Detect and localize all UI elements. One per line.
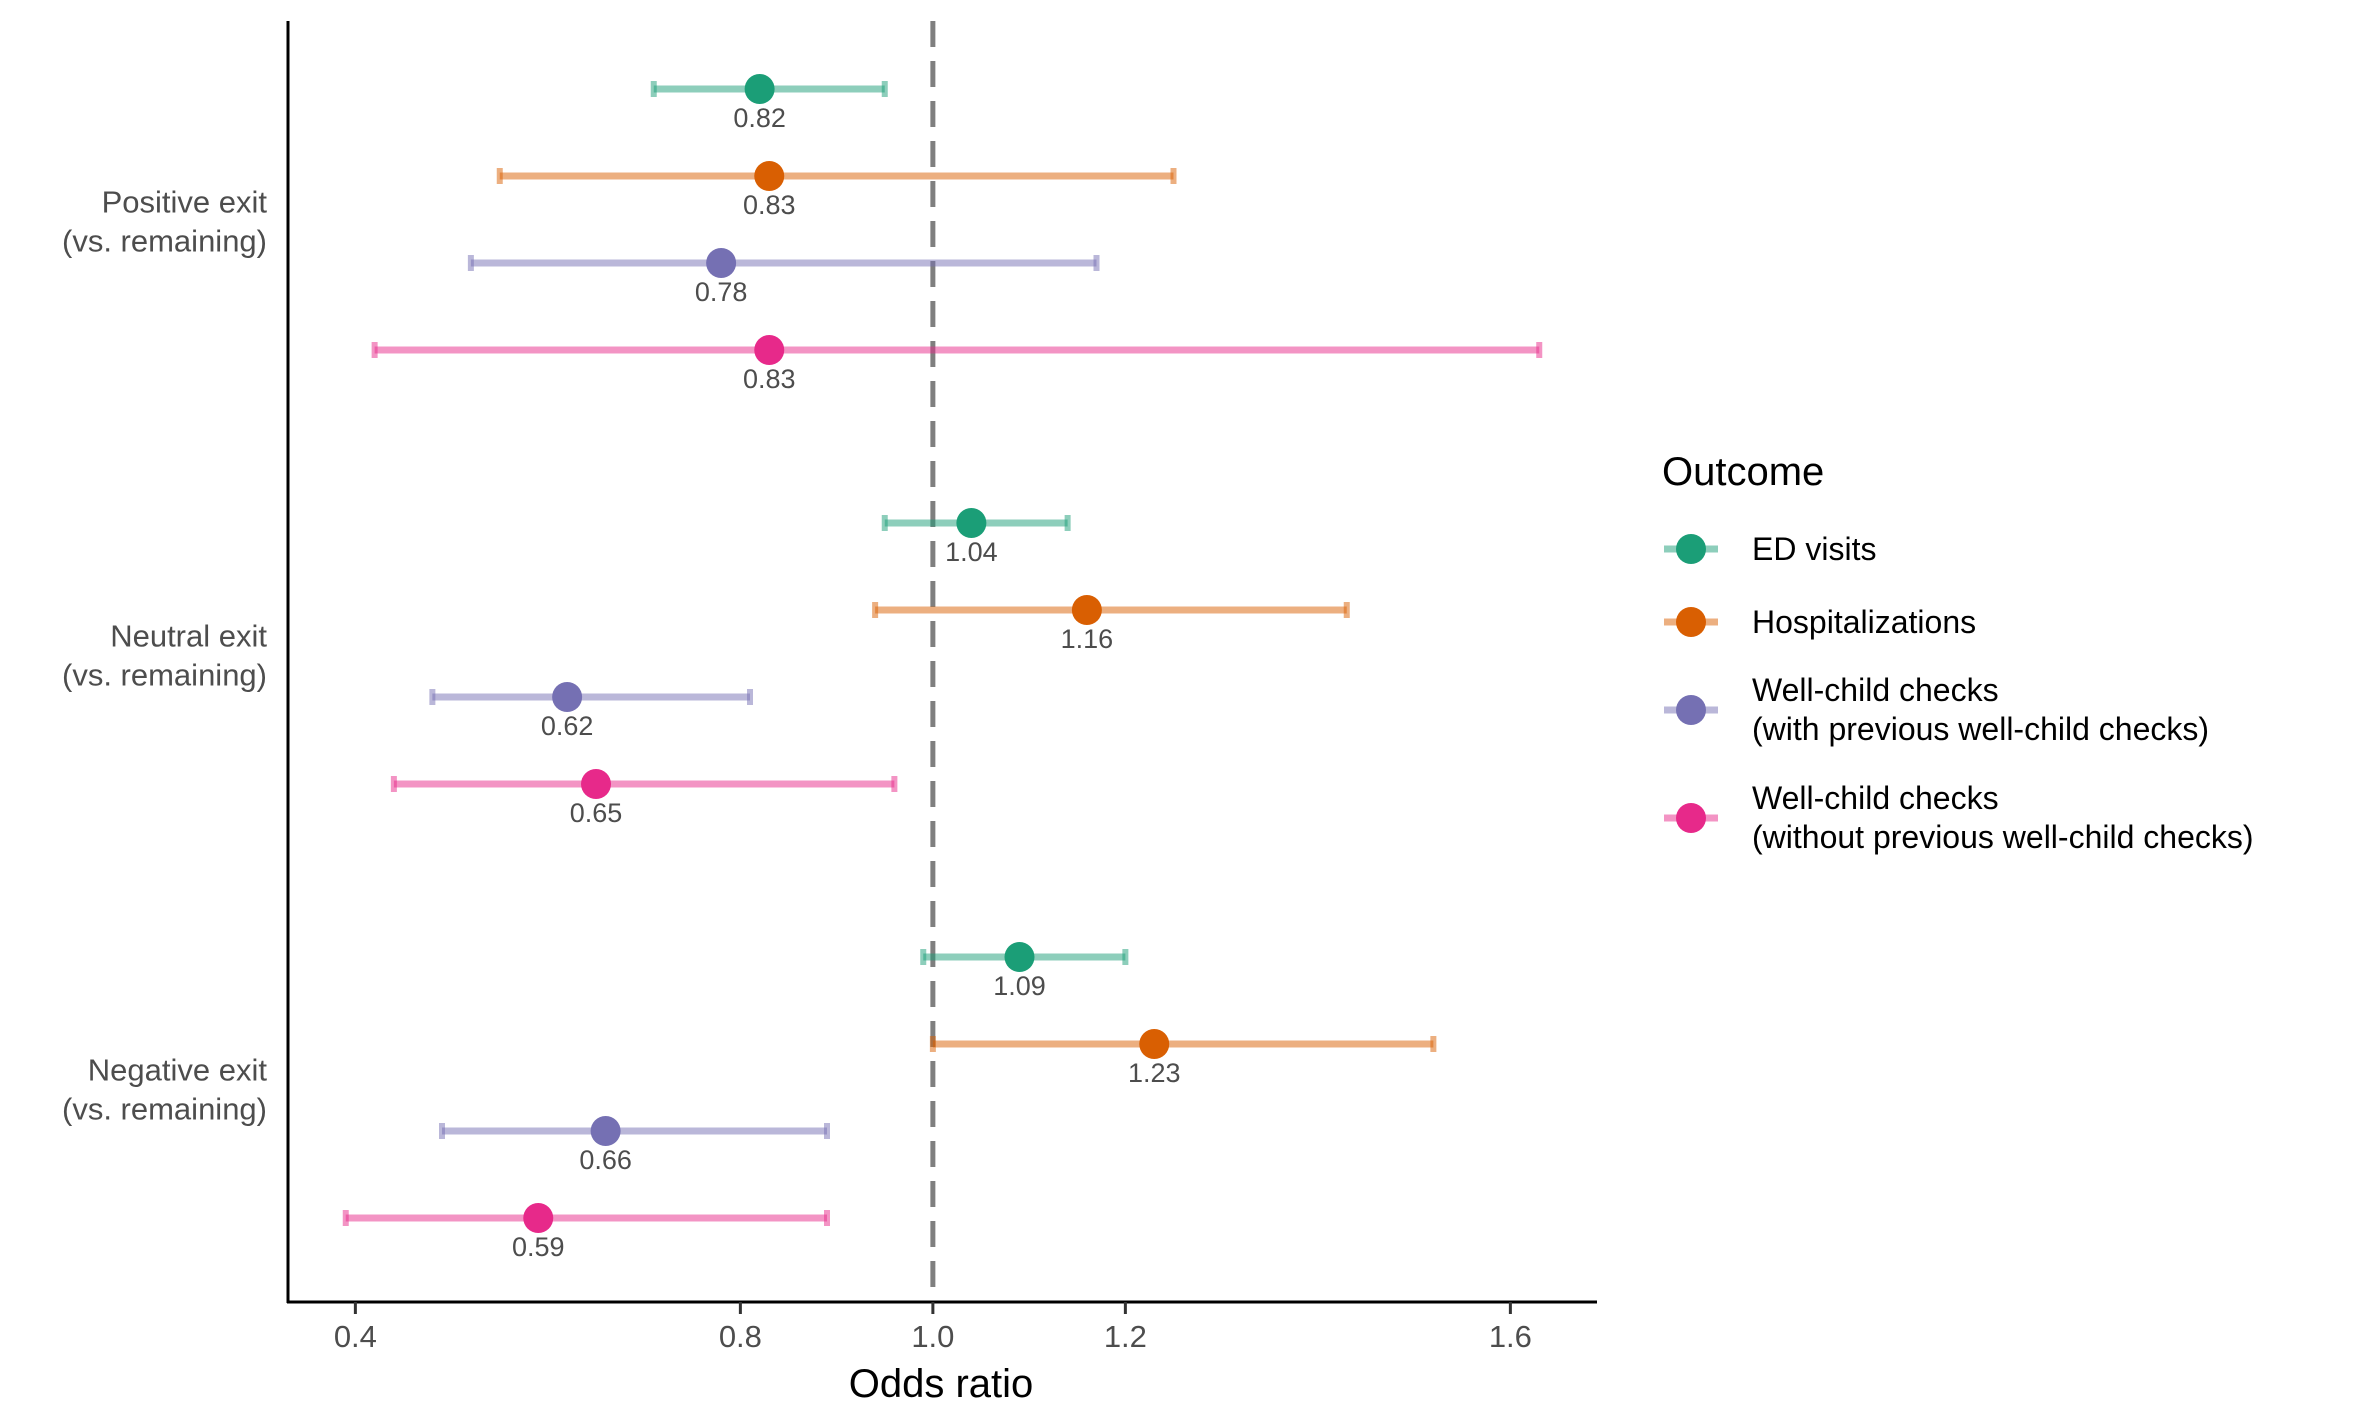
point-estimate (523, 1203, 554, 1233)
estimate-negative-exit-series-3: 0.66 (439, 1116, 830, 1175)
legend-key-point (1676, 607, 1706, 637)
group-label-line1: Positive exit (102, 185, 268, 220)
value-label: 1.04 (945, 537, 998, 567)
value-label: 0.66 (579, 1145, 632, 1175)
value-label: 1.09 (993, 971, 1046, 1001)
estimate-negative-exit-series-2: 1.23 (929, 1029, 1437, 1088)
group-label-line1: Neutral exit (110, 619, 267, 654)
group-label-line2: (vs. remaining) (62, 658, 267, 693)
x-tick-label: 1.2 (1104, 1319, 1147, 1354)
value-label: 0.62 (541, 711, 594, 741)
point-estimate (744, 74, 775, 104)
value-label: 0.78 (695, 277, 748, 307)
x-tick-label: 1.0 (911, 1319, 954, 1354)
legend-title: Outcome (1662, 450, 1824, 494)
estimate-negative-exit-series-1: 1.09 (920, 942, 1129, 1001)
point-estimate (754, 161, 785, 191)
legend-key-point (1676, 803, 1706, 833)
legend-item-1: ED visits (1664, 531, 1876, 567)
group-labels: Positive exit (vs. remaining) Neutral exit… (62, 185, 267, 1127)
estimate-neutral-exit-series-1: 1.04 (881, 508, 1071, 567)
point-estimate (552, 682, 583, 712)
point-estimate (754, 335, 785, 365)
value-label: 1.23 (1128, 1058, 1181, 1088)
value-label: 0.65 (570, 798, 623, 828)
point-estimate (590, 1116, 621, 1146)
legend-key-point (1676, 534, 1706, 564)
legend-label-line2: (with previous well-child checks) (1752, 711, 2209, 747)
legend-label: Well-child checks (1752, 780, 1999, 816)
point-estimate (1004, 942, 1035, 972)
value-label: 0.59 (512, 1232, 565, 1262)
group-label-line2: (vs. remaining) (62, 1092, 267, 1127)
axes: 0.4 0.8 1.0 1.2 1.6 Positive exit (vs. remain… (62, 21, 1597, 1406)
estimate-positive-exit-series-2: 0.83 (496, 161, 1177, 220)
point-estimate (956, 508, 987, 538)
legend-label: Well-child checks (1752, 672, 1999, 708)
estimate-neutral-exit-series-2: 1.16 (872, 595, 1350, 654)
value-label: 0.83 (743, 190, 796, 220)
x-axis-title: Odds ratio (849, 1362, 1034, 1406)
x-tick-label: 1.6 (1489, 1319, 1532, 1354)
x-tick-label: 0.4 (334, 1319, 377, 1354)
value-label: 0.82 (733, 103, 786, 133)
estimate-neutral-exit-series-3: 0.62 (429, 682, 753, 741)
plot-area: 0.82 1.04 1.09 0.83 1.16 1.23 0.78 0.62 0.66 0.83… (342, 21, 1543, 1302)
x-tick-label: 0.8 (719, 1319, 762, 1354)
value-label: 0.83 (743, 364, 796, 394)
estimate-positive-exit-series-3: 0.78 (467, 248, 1100, 307)
legend-item-2: Hospitalizations (1664, 604, 1976, 640)
legend-label-line2: (without previous well-child checks) (1752, 819, 2254, 855)
value-label: 1.16 (1061, 624, 1114, 654)
estimate-positive-exit-series-1: 0.82 (650, 74, 888, 133)
legend: Outcome ED visits Hospitalizations Well-ch… (1662, 450, 2254, 855)
point-estimate (1071, 595, 1102, 625)
point-estimate (706, 248, 737, 278)
legend-item-3: Well-child checks(with previous well-chi… (1664, 672, 2209, 747)
legend-label: Hospitalizations (1752, 604, 1976, 640)
legend-key-point (1676, 695, 1706, 725)
estimate-neutral-exit-series-4: 0.65 (390, 769, 898, 828)
legend-item-4: Well-child checks(without previous well-… (1664, 780, 2254, 855)
legend-label: ED visits (1752, 531, 1876, 567)
estimate-positive-exit-series-4: 0.83 (371, 335, 1543, 394)
point-estimate (1139, 1029, 1170, 1059)
point-estimate (581, 769, 611, 799)
estimate-negative-exit-series-4: 0.59 (342, 1203, 830, 1262)
x-ticks: 0.4 0.8 1.0 1.2 1.6 (334, 1302, 1532, 1354)
group-label-line2: (vs. remaining) (62, 224, 267, 259)
group-label-line1: Negative exit (88, 1053, 268, 1088)
